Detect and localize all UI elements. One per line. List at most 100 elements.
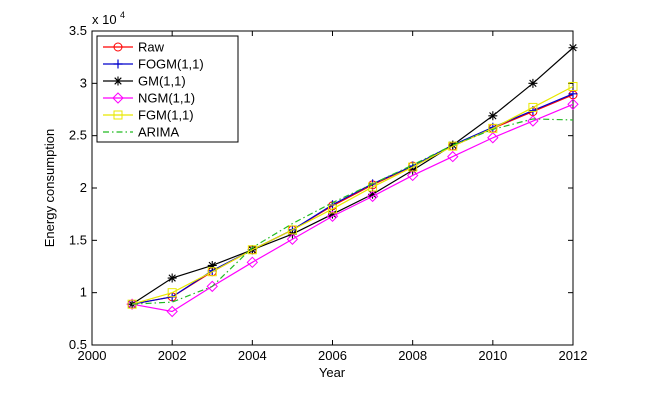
data-point	[528, 102, 538, 112]
data-point-shape	[528, 102, 538, 112]
legend-marker-shape	[113, 42, 123, 52]
series-fgm-1-1	[127, 81, 578, 309]
data-point-shape	[286, 233, 299, 245]
legend-label: FGM(1,1)	[138, 108, 194, 123]
legend-marker-shape	[113, 110, 123, 120]
data-point	[488, 123, 498, 133]
data-point	[326, 210, 339, 222]
data-point-shape	[487, 132, 499, 144]
x-axis-title: Year	[319, 365, 346, 380]
series-ngm-1-1	[126, 98, 579, 318]
series-layer	[126, 43, 579, 318]
data-point	[567, 98, 579, 110]
series-arima	[132, 118, 574, 305]
y-tick-label: 2.5	[69, 128, 87, 143]
data-point	[328, 209, 337, 219]
axis-ticks: 2000 2002 2004 2006 2008 2010 2012 0.5 1 1.5 2 2.5 3…	[69, 23, 588, 363]
legend-label: FOGM(1,1)	[138, 57, 204, 72]
legend-marker	[113, 59, 123, 69]
data-point	[368, 182, 378, 192]
data-point	[568, 81, 578, 91]
data-point-shape	[568, 81, 578, 91]
series-line	[131, 103, 574, 313]
y-tick-label: 1	[80, 285, 87, 300]
data-point	[447, 150, 459, 163]
y-tick-label: 2	[80, 180, 87, 195]
data-point-shape	[207, 260, 217, 270]
data-point-shape	[448, 141, 458, 151]
data-point-shape	[447, 150, 459, 163]
y-tick-label: 3	[80, 75, 87, 90]
y-tick-label: 0.5	[69, 337, 87, 352]
data-point-shape	[488, 111, 498, 121]
data-point	[126, 298, 138, 310]
x-tick-label: 2006	[318, 348, 347, 363]
data-point	[448, 141, 458, 151]
legend-entry: GM(1,1)	[103, 74, 186, 89]
data-point-shape	[448, 140, 458, 150]
series-line	[131, 85, 574, 305]
legend-marker	[112, 92, 124, 104]
data-point-shape	[368, 182, 378, 192]
data-point	[207, 260, 217, 270]
data-point-shape	[167, 288, 177, 298]
data-point	[568, 43, 578, 53]
legend-marker	[113, 42, 123, 52]
legend-label: GM(1,1)	[138, 74, 186, 89]
y-multiplier-base: x 10	[92, 12, 117, 27]
data-point-shape	[368, 189, 378, 199]
data-point-shape	[287, 225, 297, 235]
data-point-shape	[527, 115, 539, 127]
legend-marker-shape	[113, 76, 123, 86]
data-point	[166, 305, 178, 318]
data-point-shape	[126, 298, 138, 310]
data-point	[328, 204, 337, 214]
data-point	[127, 299, 137, 309]
legend-marker	[113, 76, 123, 86]
data-point	[488, 111, 498, 121]
legend-box	[96, 35, 239, 143]
data-point-shape	[328, 209, 337, 219]
legend-entry: FOGM(1,1)	[103, 57, 204, 72]
data-point-shape	[528, 78, 538, 88]
data-point-shape	[127, 299, 137, 309]
data-point	[527, 115, 539, 127]
legend-entry: NGM(1,1)	[103, 91, 195, 106]
data-point-shape	[366, 190, 379, 203]
legend-label: ARIMA	[138, 125, 180, 140]
y-tick-label: 1.5	[69, 232, 87, 247]
data-point-shape	[247, 245, 257, 255]
x-tick-label: 2010	[478, 348, 507, 363]
legend-entry: Raw	[103, 40, 165, 55]
legend-marker-shape	[112, 92, 124, 104]
data-point	[287, 225, 297, 235]
data-point-shape	[167, 273, 177, 283]
x-tick-label: 2004	[238, 348, 267, 363]
legend-label: NGM(1,1)	[138, 91, 195, 106]
series-line	[132, 118, 574, 305]
legend-entry: ARIMA	[103, 125, 180, 140]
data-point	[247, 245, 257, 255]
data-point-shape	[326, 210, 339, 222]
data-point	[368, 189, 378, 199]
data-point-shape	[406, 169, 419, 182]
data-point	[207, 267, 217, 277]
data-point-shape	[567, 98, 579, 110]
x-tick-label: 2000	[78, 348, 107, 363]
series-line	[131, 47, 574, 305]
legend-marker-shape	[113, 59, 123, 69]
data-point-shape	[328, 204, 337, 214]
data-point	[167, 273, 177, 283]
data-point-shape	[568, 43, 578, 53]
y-axis-title: Energy consumption	[42, 129, 57, 248]
legend-label: Raw	[138, 40, 165, 55]
x-tick-label: 2008	[398, 348, 427, 363]
data-point	[406, 169, 419, 182]
x-tick-label: 2012	[559, 348, 588, 363]
legend: Raw FOGM(1,1) GM(1,1) NGM(1,1) FGM(1,1) ARIMA	[96, 35, 239, 143]
data-point	[286, 233, 299, 245]
data-point-shape	[207, 267, 217, 277]
data-point	[167, 288, 177, 298]
data-point-shape	[246, 256, 259, 269]
